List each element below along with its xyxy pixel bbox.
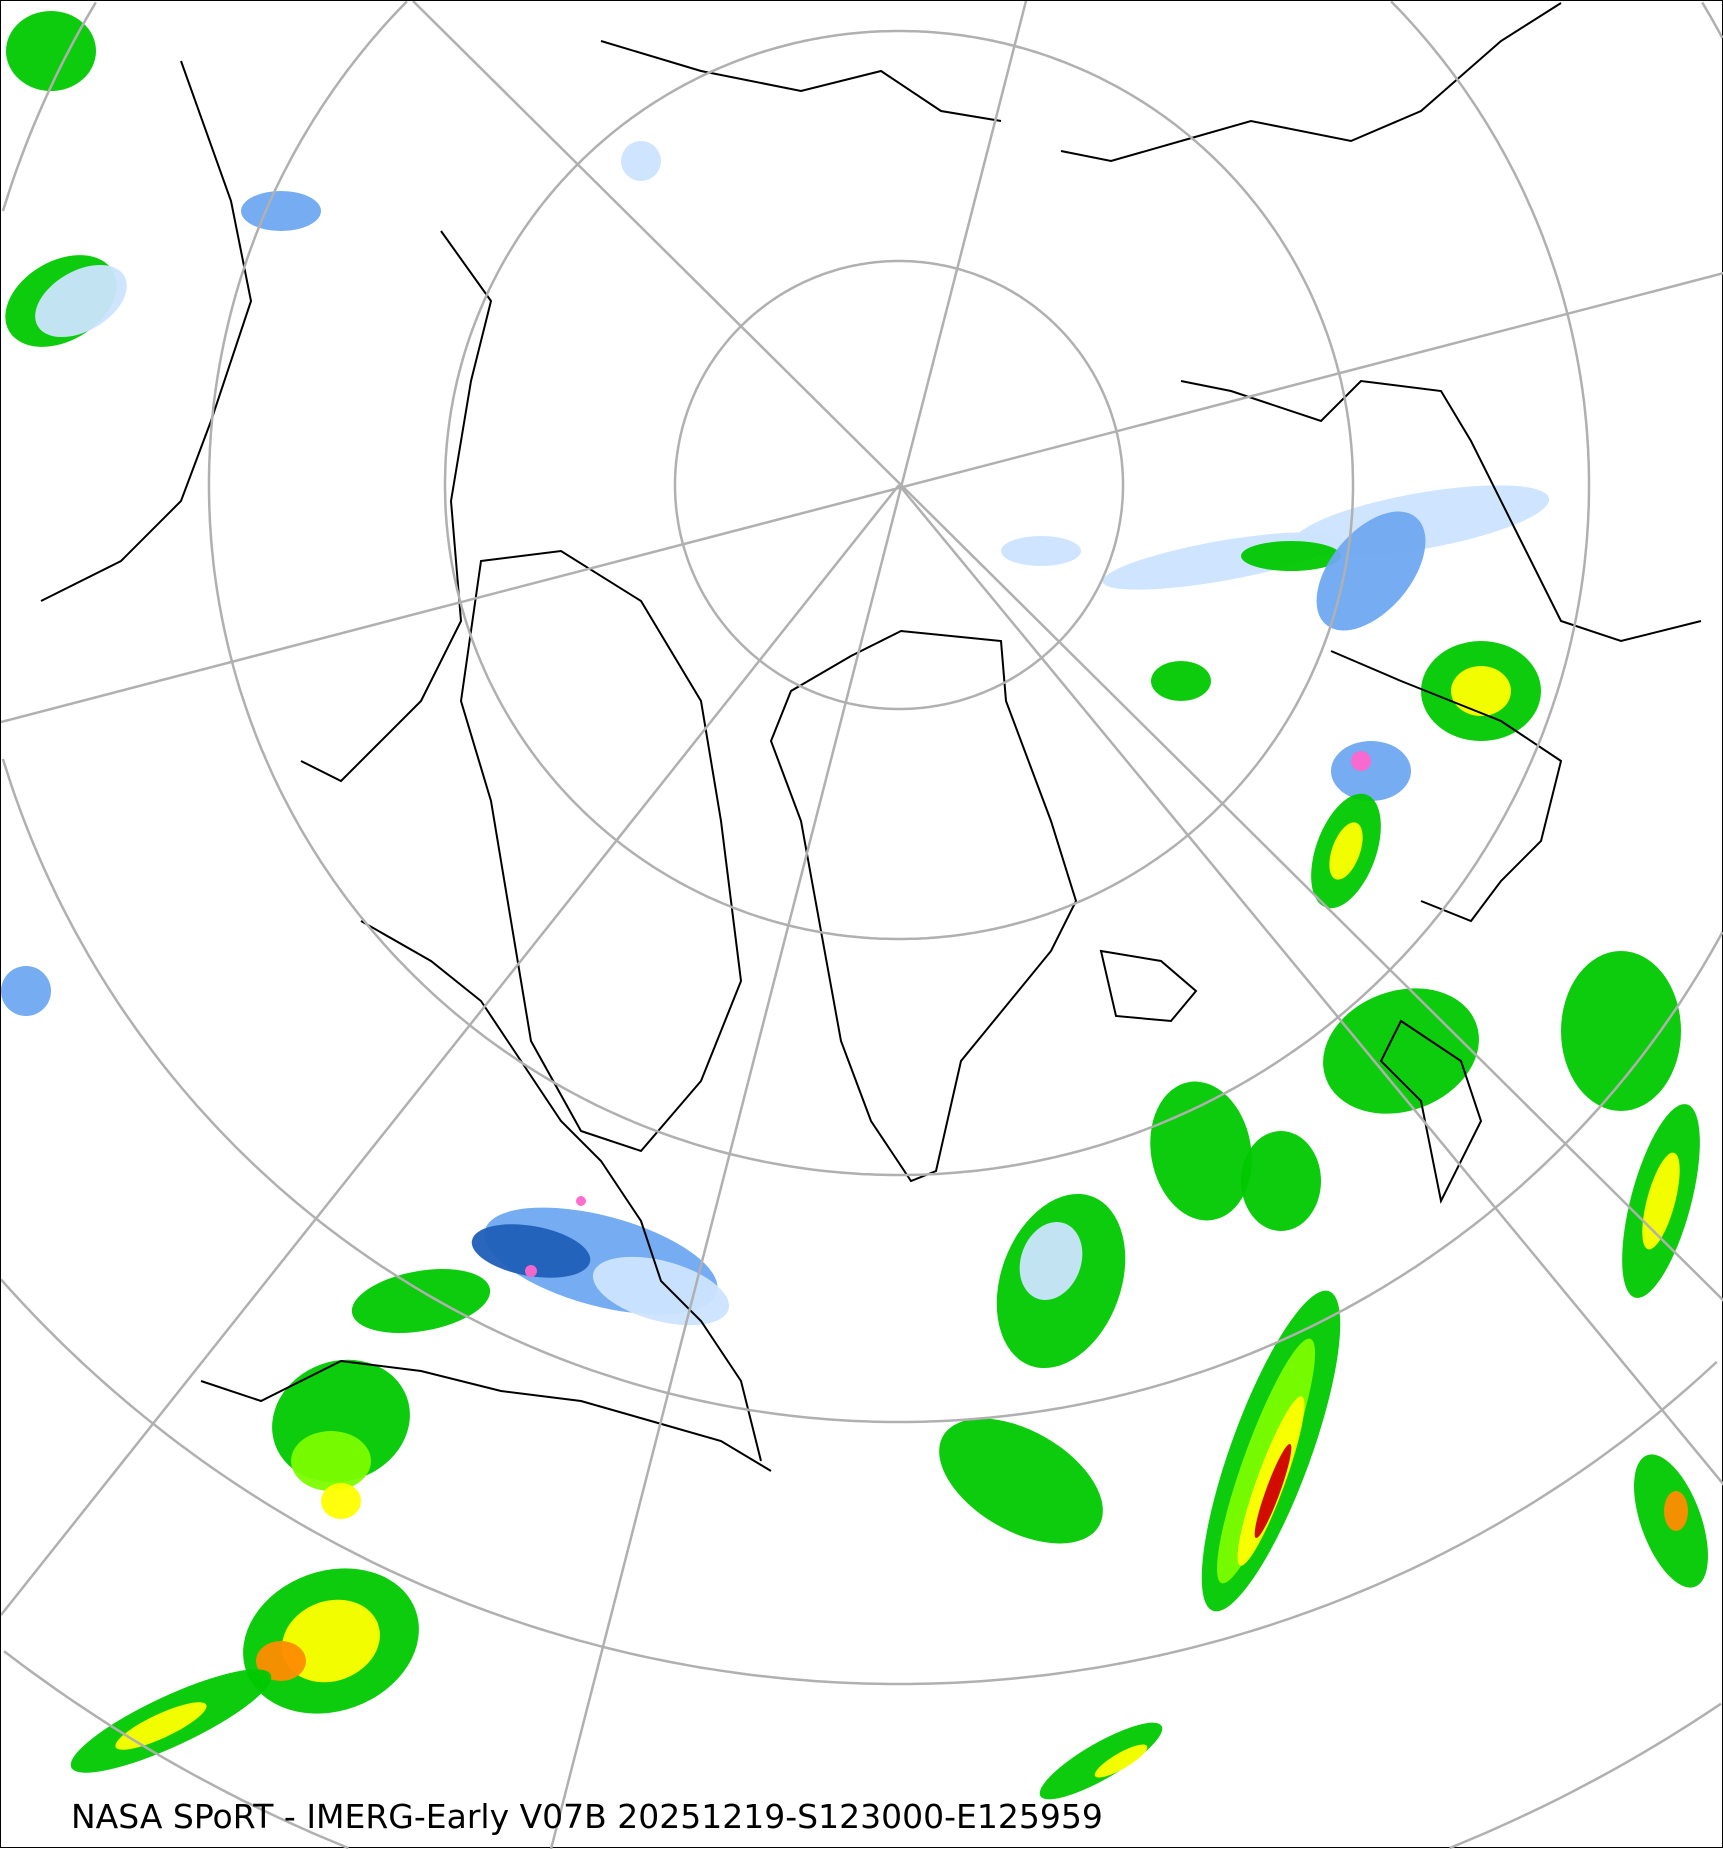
precip-area-mixed [1351, 751, 1371, 771]
coastline [1099, 949, 1198, 1023]
precip-area-light-rain [351, 1269, 491, 1333]
coastline [360, 920, 762, 1462]
meridian-line [898, 484, 1723, 1486]
precip-area-snow [1, 966, 51, 1016]
precip-area-mixed [525, 1265, 537, 1277]
precip-area-heavy-rain [256, 1641, 306, 1681]
coastline [769, 629, 1078, 1183]
precip-area-snow [241, 191, 321, 231]
precip-area-moderate-rain [115, 1702, 207, 1750]
precip-area-light-rain [6, 11, 96, 91]
latitude-circle [1701, 1, 1723, 39]
precip-area-light-rain [1241, 541, 1341, 571]
latitude-circle [207, 1, 1591, 1177]
precip-area-mixed [576, 1196, 586, 1206]
latitude-circle [443, 29, 1355, 941]
precip-area-light-rain [1151, 661, 1211, 701]
precip-area-snow [1316, 511, 1426, 631]
precip-area-snow [1331, 741, 1411, 801]
precip-area-moderate-rain [1451, 666, 1511, 716]
latitude-circle [1, 758, 1723, 1424]
coastline [200, 1359, 772, 1472]
precip-area-light-rain [1561, 951, 1681, 1111]
latitude-circle [1449, 1702, 1722, 1849]
coastline [459, 549, 743, 1153]
meridian-line [549, 1, 1028, 1849]
meridian-line [1, 271, 1723, 724]
precip-area-heavy-rain [1664, 1491, 1688, 1531]
precip-area-heavy-snow [471, 1224, 591, 1278]
coastline [300, 230, 493, 783]
coastline [1330, 650, 1563, 923]
precip-area-light-snow [1001, 536, 1081, 566]
latitude-circle [3, 1650, 349, 1849]
precip-area-moderate-rain [321, 1483, 361, 1519]
precip-area-rain [291, 1431, 371, 1491]
precip-area-moderate-rain [282, 1599, 380, 1683]
coastline [600, 40, 1002, 122]
latitude-circle [1, 1, 97, 212]
coastline [1180, 379, 1702, 643]
map-caption: NASA SPoRT - IMERG-Early V07B 20251219-S… [71, 1797, 1103, 1836]
latitude-circle [1, 1278, 1718, 1686]
latitude-circle [1390, 1, 1591, 485]
latitude-circle [673, 259, 1125, 711]
precip-area-moderate-rain [1329, 822, 1363, 880]
precip-area-light-rain [1241, 1131, 1321, 1231]
precip-area-moderate-rain [1642, 1152, 1680, 1250]
precip-area-light-rain [1323, 988, 1479, 1114]
coastline [1060, 2, 1562, 163]
precip-area-light-rain [1039, 1722, 1163, 1800]
coastline [1379, 1019, 1483, 1205]
precipitation-layer [1, 11, 1708, 1800]
meridian-line [1, 484, 900, 1616]
precip-area-light-snow [1019, 1222, 1083, 1300]
precip-area-very-heavy-rain [1254, 1443, 1292, 1539]
precip-area-light-rain [1150, 1081, 1252, 1221]
precip-area-light-snow [35, 264, 127, 338]
precip-area-light-snow [592, 1256, 730, 1326]
precip-area-light-rain [939, 1418, 1103, 1544]
coastlines-layer [40, 2, 1702, 1472]
precip-area-light-snow [621, 141, 661, 181]
meridian-line [412, 1, 1723, 1302]
precip-area-moderate-rain [1094, 1744, 1148, 1778]
